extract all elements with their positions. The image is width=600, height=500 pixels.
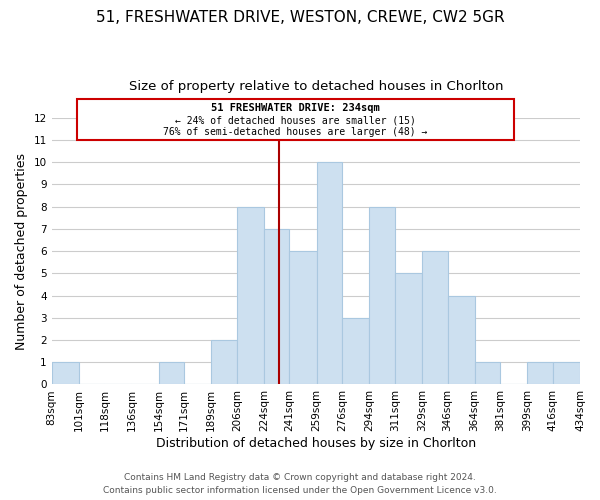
Bar: [369, 206, 395, 384]
Bar: [52, 362, 79, 384]
Bar: [211, 340, 237, 384]
Bar: [527, 362, 553, 384]
Bar: [264, 229, 289, 384]
Text: 51, FRESHWATER DRIVE, WESTON, CREWE, CW2 5GR: 51, FRESHWATER DRIVE, WESTON, CREWE, CW2…: [95, 10, 505, 25]
Bar: [77, 99, 514, 140]
Text: ← 24% of detached houses are smaller (15): ← 24% of detached houses are smaller (15…: [175, 115, 416, 125]
X-axis label: Distribution of detached houses by size in Chorlton: Distribution of detached houses by size …: [156, 437, 476, 450]
Bar: [237, 206, 264, 384]
Bar: [422, 251, 448, 384]
Bar: [289, 251, 317, 384]
Bar: [553, 362, 580, 384]
Text: 76% of semi-detached houses are larger (48) →: 76% of semi-detached houses are larger (…: [163, 127, 428, 137]
Bar: [317, 162, 342, 384]
Y-axis label: Number of detached properties: Number of detached properties: [15, 152, 28, 350]
Bar: [448, 296, 475, 384]
Bar: [475, 362, 500, 384]
Title: Size of property relative to detached houses in Chorlton: Size of property relative to detached ho…: [128, 80, 503, 93]
Bar: [342, 318, 369, 384]
Bar: [395, 274, 422, 384]
Text: 51 FRESHWATER DRIVE: 234sqm: 51 FRESHWATER DRIVE: 234sqm: [211, 104, 380, 114]
Text: Contains HM Land Registry data © Crown copyright and database right 2024.
Contai: Contains HM Land Registry data © Crown c…: [103, 473, 497, 495]
Bar: [158, 362, 184, 384]
